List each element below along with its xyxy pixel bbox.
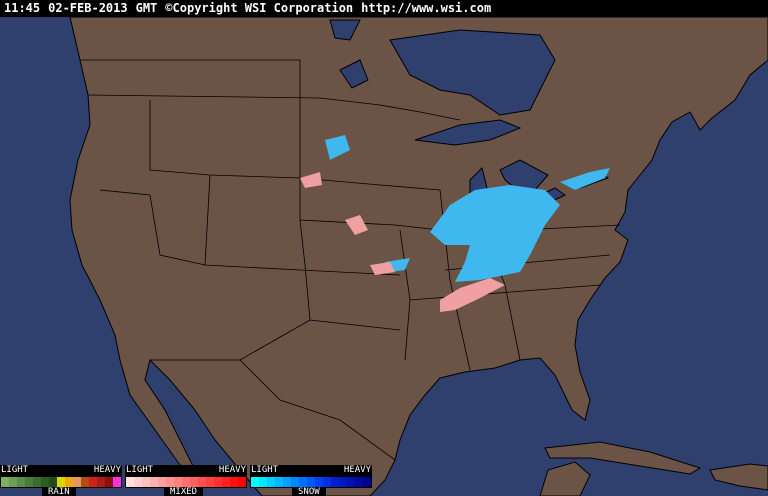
legend-swatch <box>230 477 238 487</box>
legend-swatch <box>97 477 105 487</box>
legend-name: MIXED <box>164 487 204 496</box>
legend-light: LIGHT <box>251 465 279 475</box>
legend-swatch <box>214 477 222 487</box>
legend-swatch <box>25 477 33 487</box>
legend-swatch <box>363 477 371 487</box>
legend-swatch <box>238 477 246 487</box>
land-yucatan <box>539 461 591 496</box>
mixed-area-kansas <box>370 262 395 275</box>
legend-swatch <box>331 477 339 487</box>
legend-swatch <box>57 477 65 487</box>
legend-swatch <box>182 477 190 487</box>
legend-swatch <box>89 477 97 487</box>
legend-snow: LIGHT HEAVY SNOW <box>250 465 372 496</box>
legend-swatch <box>142 477 150 487</box>
land-cuba <box>544 441 702 475</box>
legend-swatch <box>251 477 259 487</box>
land-hispaniola <box>709 463 768 491</box>
legend-swatch <box>259 477 267 487</box>
legend-swatch <box>166 477 174 487</box>
legend-rain: LIGHT HEAVY RAIN <box>0 465 122 496</box>
legend-swatch <box>150 477 158 487</box>
mixed-area-sd <box>300 172 322 188</box>
legend-name: SNOW <box>292 487 326 496</box>
legend-swatch <box>174 477 182 487</box>
legend-swatch <box>1 477 9 487</box>
legend-swatch <box>283 477 291 487</box>
legend-swatch <box>291 477 299 487</box>
legend-heavy: HEAVY <box>218 465 246 475</box>
date: 02-FEB-2013 <box>48 1 128 15</box>
legend-swatch <box>347 477 355 487</box>
mixed-area-tennessee <box>440 278 505 312</box>
snow-area-dakota <box>325 135 350 160</box>
legend-heavy: HEAVY <box>93 465 121 475</box>
legend-swatch <box>275 477 283 487</box>
legend-swatch <box>267 477 275 487</box>
header-bar: 11:45 02-FEB-2013 GMT ©Copyright WSI Corpor… <box>0 0 768 17</box>
legend-swatch <box>41 477 49 487</box>
legend-mixed: LIGHT HEAVY MIXED <box>125 465 247 496</box>
legend-swatch <box>198 477 206 487</box>
legend-swatch <box>126 477 134 487</box>
legend-swatch <box>339 477 347 487</box>
legend-swatch <box>323 477 331 487</box>
legend-swatch <box>105 477 113 487</box>
precipitation <box>300 135 610 312</box>
legend-heavy: HEAVY <box>343 465 371 475</box>
snow-area-northeast <box>560 168 610 190</box>
legend-swatch <box>315 477 323 487</box>
legend-swatch <box>307 477 315 487</box>
legend-swatch <box>65 477 73 487</box>
mixed-area-nebraska <box>345 215 368 235</box>
copyright: ©Copyright WSI Corporation <box>165 1 354 15</box>
legend-swatch <box>73 477 81 487</box>
legend-swatch <box>49 477 57 487</box>
timezone: GMT <box>135 1 158 15</box>
legend-swatch <box>206 477 214 487</box>
legend-swatch <box>299 477 307 487</box>
legend-swatch <box>9 477 17 487</box>
snow-area <box>430 185 560 282</box>
land-north-america <box>69 16 768 496</box>
legend-swatch <box>355 477 363 487</box>
legend-swatch <box>134 477 142 487</box>
legend-swatch <box>81 477 89 487</box>
time: 11:45 <box>4 1 41 15</box>
legend-swatch <box>33 477 41 487</box>
legend-color-bar <box>125 476 247 488</box>
legend-light: LIGHT <box>1 465 29 475</box>
legend-swatch <box>190 477 198 487</box>
legend-light: LIGHT <box>126 465 154 475</box>
legend-swatch <box>222 477 230 487</box>
url: http://www.wsi.com <box>361 1 492 15</box>
legend-swatch <box>113 477 121 487</box>
legend-name: RAIN <box>42 487 76 496</box>
legend-swatch <box>158 477 166 487</box>
legend-swatch <box>17 477 25 487</box>
